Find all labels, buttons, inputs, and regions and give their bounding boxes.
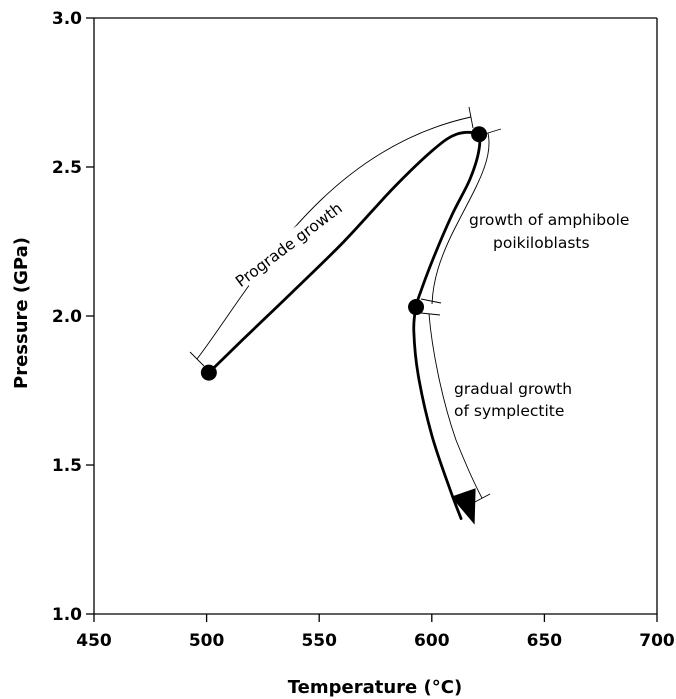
annotation-brackets <box>189 106 502 504</box>
annotation-gradual-growth: gradual growth <box>454 380 572 398</box>
annotation-prograde-growth: Prograde growth <box>232 199 345 291</box>
series-layer <box>207 130 482 525</box>
symplectite-bracket-cap-start <box>420 312 441 316</box>
y-tick-label-1.5: 1.5 <box>52 456 82 476</box>
annotation-poikiloblasts: poikiloblasts <box>493 234 590 252</box>
prograde-bracket <box>196 116 472 360</box>
pt-marker-2 <box>408 299 425 316</box>
markers-layer <box>200 126 488 381</box>
x-axis-title: Temperature (°C) <box>288 677 462 698</box>
pt-marker-0 <box>200 364 217 381</box>
prograde-bracket-cap-start <box>189 351 205 367</box>
x-tick-label-650: 650 <box>527 631 563 651</box>
annotations: Prograde growth growth of amphibole poik… <box>232 198 629 420</box>
ticks: 450 500 550 600 650 700 1.0 1.5 2.0 2.5 3.0 <box>52 9 675 651</box>
prograde-bracket-cap-end <box>468 106 474 129</box>
pt-marker-1 <box>471 126 488 143</box>
symplectite-bracket-cap-end <box>472 493 491 504</box>
x-tick-label-500: 500 <box>189 631 225 651</box>
annotation-of-symplectite: of symplectite <box>454 402 564 420</box>
amphibole-bracket <box>431 132 490 305</box>
annotation-growth-of-amphibole: growth of amphibole <box>469 211 629 229</box>
y-tick-label-3: 3.0 <box>52 9 82 29</box>
symplectite-bracket <box>428 313 483 499</box>
x-tick-label-450: 450 <box>76 631 112 651</box>
x-tick-label-550: 550 <box>301 631 337 651</box>
y-tick-label-2: 2.0 <box>52 307 82 327</box>
x-tick-label-600: 600 <box>414 631 450 651</box>
path-arrowhead <box>451 488 476 525</box>
amphibole-bracket-cap-end <box>420 298 442 304</box>
prograde-label-background <box>237 198 347 288</box>
x-tick-label-700: 700 <box>639 631 675 651</box>
y-tick-label-1: 1.0 <box>52 605 82 625</box>
y-axis-title: Pressure (GPa) <box>11 237 32 389</box>
y-tick-label-2.5: 2.5 <box>52 158 82 178</box>
axes <box>93 17 658 615</box>
pt-path-line-0 <box>207 130 482 520</box>
